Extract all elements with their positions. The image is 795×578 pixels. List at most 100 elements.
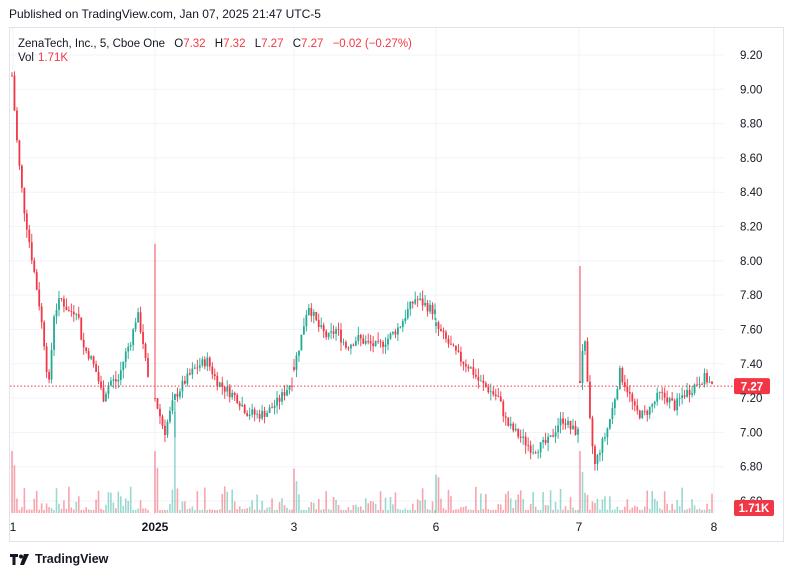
candle-body — [295, 355, 298, 370]
volume-bar — [300, 509, 303, 513]
volume-bar — [404, 508, 407, 513]
change-value: −0.02 (−0.27%) — [332, 38, 412, 50]
candle-body — [330, 331, 333, 333]
volume-bar — [499, 504, 502, 513]
volume-value: 1.71K — [38, 52, 69, 64]
candle-body — [357, 334, 360, 342]
candle-body — [281, 392, 283, 402]
candle-body — [440, 328, 442, 331]
volume-bar — [397, 508, 399, 513]
volume-bar — [402, 510, 404, 513]
candle-body — [372, 343, 375, 347]
volume-bar — [480, 493, 482, 513]
candle-body — [132, 329, 135, 346]
y-tick-label: 9.20 — [740, 50, 762, 62]
volume-bar — [683, 509, 686, 513]
volume-bar — [248, 506, 251, 513]
candle-body — [581, 350, 584, 384]
candle-body — [599, 452, 601, 455]
candle-body — [80, 317, 83, 340]
candle-body — [435, 322, 437, 327]
candle-body — [315, 311, 318, 321]
candle-body — [542, 439, 545, 443]
volume-bar — [485, 493, 487, 513]
volume-bar — [189, 508, 191, 513]
open-label: O — [174, 38, 184, 50]
candle-body — [646, 410, 649, 415]
candle-body — [286, 390, 288, 396]
volume-bar — [218, 509, 221, 513]
candle-body — [623, 382, 626, 387]
x-tick-label: 8 — [711, 520, 718, 534]
volume-bar — [562, 509, 564, 513]
volume-bar — [154, 451, 156, 513]
low-label: L — [254, 38, 262, 50]
candle-body — [273, 405, 276, 408]
volume-bar — [45, 503, 48, 513]
y-tick-label: 8.00 — [740, 256, 762, 268]
volume-bar — [283, 505, 286, 513]
candle-body — [409, 301, 412, 310]
candle-body — [18, 140, 21, 166]
candle-body — [507, 417, 510, 426]
volume-bar — [164, 509, 166, 513]
published-note: Published on TradingView.com, Jan 07, 20… — [9, 7, 321, 21]
volume-bar — [450, 496, 452, 513]
candle-body — [681, 395, 684, 399]
candle-body — [474, 374, 477, 377]
volume-bar — [616, 506, 619, 513]
ohlc-legend: ZenaTech, Inc., 5, Cboe One O7.32 H7.32 … — [18, 36, 412, 52]
tradingview-footer[interactable]: TradingView — [10, 552, 108, 566]
candle-body — [457, 350, 460, 352]
volume-bar — [171, 489, 174, 513]
volume-bar — [134, 509, 137, 513]
volume-bar — [38, 509, 40, 513]
candle-body — [13, 75, 16, 111]
volume-bar — [92, 509, 95, 513]
volume-bar — [199, 509, 201, 513]
tradingview-logo-icon — [10, 554, 29, 565]
volume-bar — [345, 509, 347, 513]
volume-bar — [258, 509, 261, 513]
grid-layer — [10, 28, 724, 515]
volume-bar — [447, 489, 450, 513]
volume-bar — [629, 509, 631, 513]
volume-bar — [379, 491, 382, 513]
volume-bar — [102, 509, 105, 513]
candle-body — [539, 442, 542, 453]
candle-body — [601, 438, 604, 453]
candle-body — [364, 340, 367, 344]
candle-body — [656, 392, 659, 402]
candle-body — [711, 381, 713, 384]
volume-bar — [77, 496, 80, 513]
volume-bar — [124, 498, 127, 513]
volume-bar — [445, 509, 447, 513]
candle-body — [97, 371, 100, 382]
candle-body — [112, 379, 115, 381]
volume-bar — [591, 501, 594, 513]
volume-bar — [85, 507, 87, 513]
volume-bar — [176, 488, 179, 513]
candle-body — [35, 272, 38, 290]
volume-bar — [332, 497, 335, 513]
candle-body — [384, 344, 387, 347]
volume-bar — [350, 509, 352, 513]
volume-bar — [268, 507, 271, 513]
volume-bar — [564, 506, 567, 513]
volume-bar — [574, 509, 577, 513]
volume-bar — [209, 509, 211, 513]
volume-bar — [82, 509, 85, 513]
candle-body — [45, 346, 48, 373]
volume-bar — [581, 471, 584, 513]
candle-body — [288, 385, 291, 391]
volume-bar — [295, 481, 298, 513]
volume-bar — [462, 507, 465, 513]
volume-bar — [288, 509, 291, 513]
volume-bar — [139, 500, 142, 513]
volume-bar — [367, 503, 370, 513]
x-tick-label: 1 — [10, 520, 17, 534]
volume-bar — [87, 509, 90, 513]
volume-bar — [340, 509, 342, 513]
candle-body — [211, 366, 214, 375]
